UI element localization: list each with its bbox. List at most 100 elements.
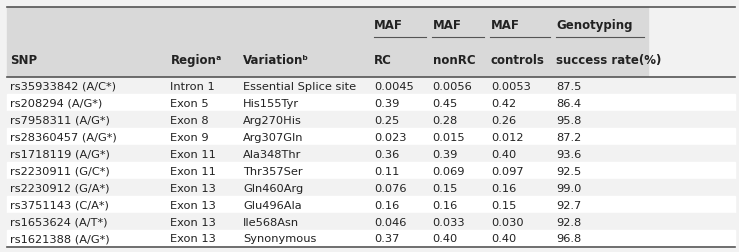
Bar	[371, 8, 429, 43]
Text: 0.39: 0.39	[375, 99, 400, 108]
Text: 0.16: 0.16	[375, 200, 400, 210]
Text: 0.11: 0.11	[375, 166, 400, 176]
Bar	[7, 112, 735, 129]
Bar	[429, 43, 488, 78]
Text: His155Tyr: His155Tyr	[243, 99, 299, 108]
Text: Exon 13: Exon 13	[171, 234, 217, 243]
Text: 0.45: 0.45	[432, 99, 457, 108]
Text: RC: RC	[375, 54, 392, 67]
Text: 92.7: 92.7	[556, 200, 582, 210]
Text: Exon 9: Exon 9	[171, 132, 209, 142]
Text: 93.6: 93.6	[556, 149, 582, 159]
Text: 0.26: 0.26	[491, 115, 516, 125]
Text: Essential Splice site: Essential Splice site	[243, 82, 356, 91]
Text: 0.0056: 0.0056	[432, 82, 472, 91]
Text: 0.097: 0.097	[491, 166, 523, 176]
Text: rs2230912 (G/A*): rs2230912 (G/A*)	[10, 183, 110, 193]
Text: controls: controls	[491, 54, 545, 67]
Text: 0.42: 0.42	[491, 99, 516, 108]
Bar	[554, 43, 648, 78]
Text: 0.076: 0.076	[375, 183, 406, 193]
Text: Glu496Ala: Glu496Ala	[243, 200, 302, 210]
Bar	[168, 43, 240, 78]
Text: nonRC: nonRC	[432, 54, 475, 67]
Text: MAF: MAF	[491, 19, 520, 32]
Text: 95.8: 95.8	[556, 115, 582, 125]
Text: Synonymous: Synonymous	[243, 234, 316, 243]
Text: rs35933842 (A/C*): rs35933842 (A/C*)	[10, 82, 116, 91]
Text: 0.0045: 0.0045	[375, 82, 414, 91]
Text: 0.046: 0.046	[375, 217, 406, 227]
Text: rs1718119 (A/G*): rs1718119 (A/G*)	[10, 149, 110, 159]
Text: 0.012: 0.012	[491, 132, 523, 142]
Text: Variationᵇ: Variationᵇ	[243, 54, 310, 67]
Bar	[429, 8, 488, 43]
Text: 0.015: 0.015	[432, 132, 465, 142]
Text: 0.39: 0.39	[432, 149, 458, 159]
Text: 0.030: 0.030	[491, 217, 523, 227]
Text: 0.16: 0.16	[491, 183, 516, 193]
Text: Exon 13: Exon 13	[171, 217, 217, 227]
Text: success rate(%): success rate(%)	[556, 54, 661, 67]
Text: 0.40: 0.40	[491, 149, 516, 159]
Text: Exon 13: Exon 13	[171, 183, 217, 193]
Text: rs28360457 (A/G*): rs28360457 (A/G*)	[10, 132, 117, 142]
Text: 0.15: 0.15	[432, 183, 458, 193]
Text: Exon 13: Exon 13	[171, 200, 217, 210]
Text: rs2230911 (G/C*): rs2230911 (G/C*)	[10, 166, 110, 176]
Text: rs1653624 (A/T*): rs1653624 (A/T*)	[10, 217, 108, 227]
Text: 0.033: 0.033	[432, 217, 465, 227]
Text: 0.0053: 0.0053	[491, 82, 531, 91]
Text: 0.15: 0.15	[491, 200, 516, 210]
Bar	[554, 8, 648, 43]
Text: rs7958311 (A/G*): rs7958311 (A/G*)	[10, 115, 110, 125]
Bar	[7, 163, 735, 179]
Text: 0.36: 0.36	[375, 149, 400, 159]
Text: 87.2: 87.2	[556, 132, 582, 142]
Text: Exon 5: Exon 5	[171, 99, 209, 108]
Text: rs208294 (A/G*): rs208294 (A/G*)	[10, 99, 103, 108]
Text: 92.8: 92.8	[556, 217, 582, 227]
Bar	[7, 129, 735, 146]
Text: SNP: SNP	[10, 54, 38, 67]
Text: 0.069: 0.069	[432, 166, 465, 176]
Text: Exon 11: Exon 11	[171, 149, 217, 159]
Text: 0.37: 0.37	[375, 234, 400, 243]
Text: 0.28: 0.28	[432, 115, 457, 125]
Bar	[7, 43, 168, 78]
Bar	[488, 43, 554, 78]
Bar	[7, 179, 735, 196]
Bar	[7, 78, 735, 95]
Text: Arg307Gln: Arg307Gln	[243, 132, 304, 142]
Text: 99.0: 99.0	[556, 183, 582, 193]
Text: 96.8: 96.8	[556, 234, 582, 243]
Text: MAF: MAF	[432, 19, 461, 32]
Bar	[168, 8, 240, 43]
Text: 0.40: 0.40	[432, 234, 457, 243]
Text: MAF: MAF	[375, 19, 403, 32]
Text: Exon 11: Exon 11	[171, 166, 217, 176]
Bar	[7, 230, 735, 247]
Text: 92.5: 92.5	[556, 166, 582, 176]
Bar	[7, 8, 168, 43]
Text: Gln460Arg: Gln460Arg	[243, 183, 304, 193]
Text: rs3751143 (C/A*): rs3751143 (C/A*)	[10, 200, 109, 210]
Bar	[240, 43, 371, 78]
Text: 0.023: 0.023	[375, 132, 406, 142]
Bar	[7, 95, 735, 112]
Text: rs1621388 (A/G*): rs1621388 (A/G*)	[10, 234, 110, 243]
Text: Regionᵃ: Regionᵃ	[171, 54, 222, 67]
Text: Arg270His: Arg270His	[243, 115, 302, 125]
Text: Exon 8: Exon 8	[171, 115, 209, 125]
Bar	[7, 146, 735, 163]
Text: Thr357Ser: Thr357Ser	[243, 166, 303, 176]
Text: 0.16: 0.16	[432, 200, 457, 210]
Text: Ile568Asn: Ile568Asn	[243, 217, 299, 227]
Text: Ala348Thr: Ala348Thr	[243, 149, 302, 159]
Bar	[7, 213, 735, 230]
Text: Intron 1: Intron 1	[171, 82, 215, 91]
Text: 0.25: 0.25	[375, 115, 400, 125]
Bar	[488, 8, 554, 43]
Text: 0.40: 0.40	[491, 234, 516, 243]
Text: Genotyping: Genotyping	[556, 19, 633, 32]
